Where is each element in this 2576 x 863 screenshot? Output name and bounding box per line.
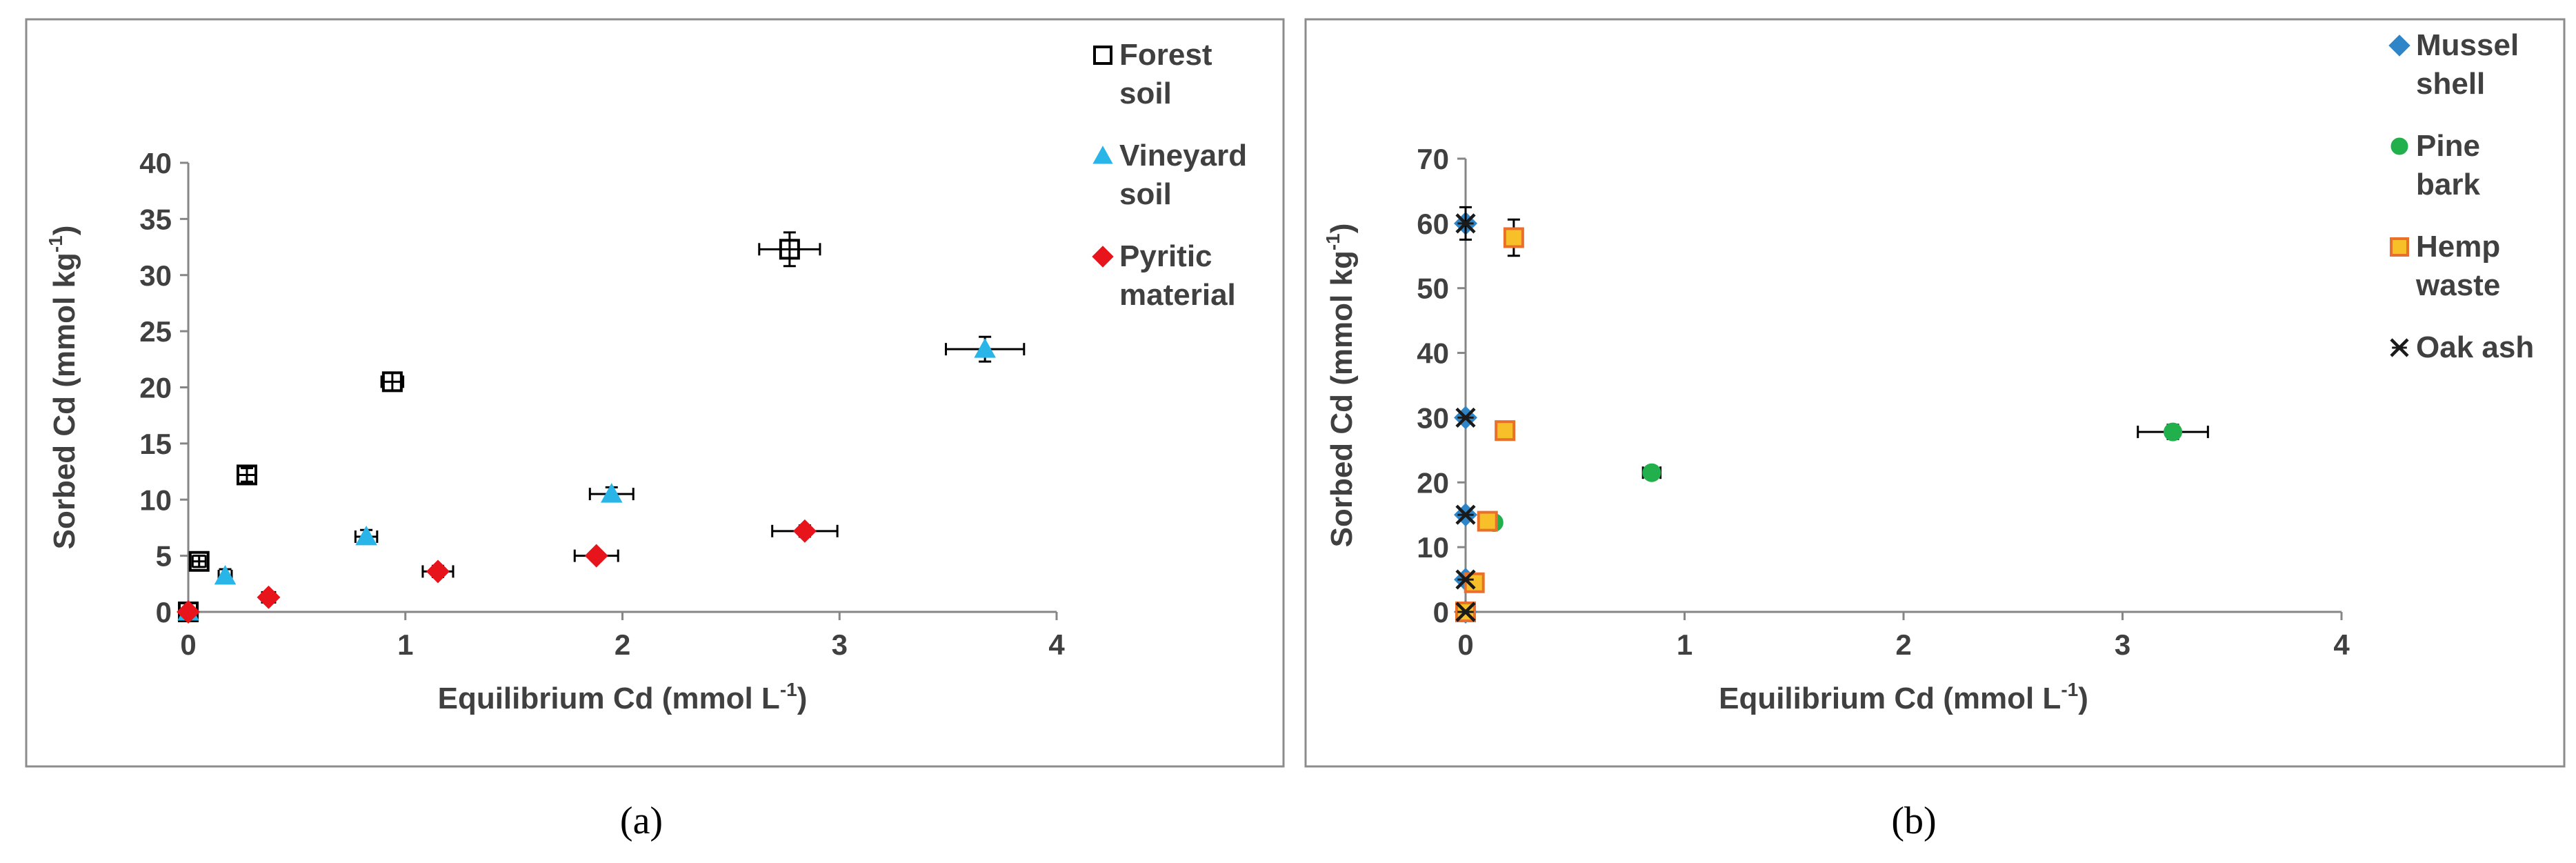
y-tick-label: 0	[156, 596, 172, 628]
legend-label: Pyritic	[1119, 239, 1212, 273]
y-tick-label: 15	[139, 428, 172, 460]
y-tick-label: 5	[156, 540, 172, 573]
y-tick-label: 25	[139, 315, 172, 348]
legend-item: Hemp waste	[2390, 230, 2500, 302]
y-tick-label: 50	[1417, 272, 1449, 305]
y-tick-label: 40	[139, 147, 172, 179]
data-point	[584, 544, 608, 568]
panel-caption: (b)	[1891, 800, 1936, 842]
legend-label: Pine	[2416, 129, 2480, 163]
data-point	[1455, 213, 1476, 234]
x-tick-label: 3	[2115, 628, 2130, 661]
y-tick-label: 10	[1417, 531, 1449, 564]
y-tick-label: 10	[139, 484, 172, 516]
y-tick-label: 20	[1417, 466, 1449, 499]
y-tick-label: 70	[1417, 143, 1449, 175]
y-tick-label: 40	[1417, 337, 1449, 370]
legend-label: shell	[2416, 67, 2485, 101]
data-point	[214, 564, 237, 585]
data-point	[1455, 602, 1476, 622]
legend-marker	[2390, 237, 2409, 257]
legend-label: Hemp	[2416, 230, 2500, 264]
legend-item: Forest soil	[1093, 38, 1212, 110]
data-point	[779, 239, 800, 260]
series-pyritic-material	[177, 519, 839, 624]
data-point	[1495, 420, 1516, 442]
legend-item: Oak ash	[2390, 330, 2534, 364]
data-point	[1503, 227, 1524, 248]
x-axis-title: Equilibrium Cd (mmol L-1)	[1719, 679, 2088, 715]
data-point	[257, 585, 281, 609]
y-tick-label: 60	[1417, 208, 1449, 240]
legend-label: soil	[1119, 177, 1172, 211]
data-point	[381, 371, 403, 393]
legend: Forest soil Vineyard soil Pyritic material	[1092, 38, 1247, 312]
y-axis-title: Sorbed Cd (mmol kg-1)	[1322, 224, 1359, 548]
legend: Mussel shell Pine bark Hemp waste Oak ash	[2388, 28, 2534, 364]
x-tick-label: 3	[832, 628, 848, 661]
chart-frame	[1304, 18, 2566, 768]
chart-frame	[25, 18, 1285, 768]
x-axis-title: Equilibrium Cd (mmol L-1)	[438, 679, 808, 715]
legend-label: material	[1119, 278, 1236, 312]
legend-marker	[2390, 137, 2408, 155]
legend-item: Pyritic material	[1092, 239, 1236, 312]
legend-marker	[1092, 246, 1114, 268]
panel-caption: (a)	[620, 800, 663, 842]
legend-marker	[1093, 46, 1112, 65]
series-oak-ash	[1455, 206, 1476, 622]
x-tick-label: 2	[615, 628, 630, 661]
legend-label: Vineyard	[1119, 139, 1247, 172]
data-point	[600, 483, 623, 503]
y-tick-label: 30	[139, 259, 172, 292]
legend-marker	[2388, 34, 2410, 57]
legend-label: Forest	[1119, 38, 1212, 72]
legend-label: soil	[1119, 77, 1172, 110]
data-point	[2164, 422, 2183, 442]
legend-label: Mussel	[2416, 28, 2519, 62]
legend-label: bark	[2416, 168, 2480, 201]
legend-label: Oak ash	[2416, 330, 2534, 364]
data-point	[792, 519, 817, 543]
y-axis-title: Sorbed Cd (mmol kg-1)	[45, 226, 81, 550]
data-point	[426, 559, 450, 584]
chart-panel-a: 0 5 10 15 20 25 30 35 40 0 1 2 3 4 Equilibrium Cd (mmo…	[25, 18, 1285, 842]
y-tick-label: 30	[1417, 401, 1449, 434]
legend-item: Mussel shell	[2388, 28, 2519, 101]
y-tick-label: 35	[139, 203, 172, 235]
x-tick-label: 0	[1457, 628, 1473, 661]
chart-panel-b: 0 10 20 30 40 50 60 70 0 1 2 3 4 Equilibrium Cd (mmol…	[1304, 18, 2566, 842]
legend-marker	[1092, 146, 1113, 164]
data-point	[355, 525, 377, 546]
x-tick-label: 2	[1895, 628, 1911, 661]
x-tick-label: 4	[2333, 628, 2350, 661]
data-point	[1455, 407, 1476, 428]
x-tick-label: 0	[180, 628, 196, 661]
legend-item: Pine bark	[2390, 129, 2480, 201]
data-point	[188, 550, 210, 572]
data-point	[236, 464, 257, 486]
y-tick-label: 20	[139, 372, 172, 404]
data-point	[1455, 504, 1476, 525]
y-tick-label: 0	[1433, 596, 1449, 628]
data-point	[1642, 463, 1661, 482]
legend-marker	[2390, 338, 2409, 357]
data-point	[974, 338, 996, 358]
data-point	[1455, 569, 1476, 590]
legend-label: waste	[2415, 268, 2500, 302]
x-tick-label: 1	[397, 628, 413, 661]
x-tick-label: 4	[1048, 628, 1065, 661]
x-tick-label: 1	[1677, 628, 1693, 661]
data-point	[1477, 510, 1498, 532]
legend-item: Vineyard soil	[1092, 139, 1247, 211]
data-point	[177, 600, 200, 624]
